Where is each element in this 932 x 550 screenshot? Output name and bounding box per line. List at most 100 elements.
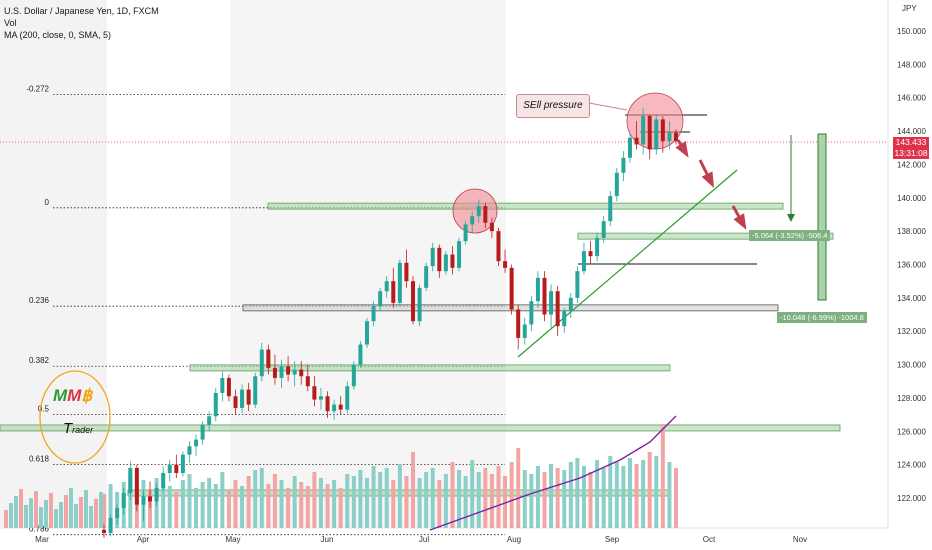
y-tick-label: 134.000: [897, 294, 926, 303]
candle-body: [128, 467, 133, 493]
x-tick-label: Nov: [793, 535, 807, 544]
volume-bar: [660, 424, 665, 528]
zone-4: [0, 424, 841, 432]
volume-bar: [535, 466, 540, 528]
fib-label-3: 0.382: [29, 356, 50, 365]
volume-bar: [49, 493, 53, 528]
volume-bar: [443, 474, 448, 528]
volume-bar: [588, 472, 593, 528]
ma-indicator-label[interactable]: MA (200, close, 0, SMA, 5): [4, 30, 112, 40]
volume-bar: [194, 488, 199, 528]
logo-trader: Trader: [63, 420, 93, 437]
volume-bar: [489, 474, 494, 528]
volume-bar: [634, 464, 639, 528]
volume-bar: [102, 494, 106, 528]
candle-body: [417, 287, 422, 322]
symbol-title[interactable]: U.S. Dollar / Japanese Yen, 1D, FXCM: [4, 6, 159, 16]
candle-body: [332, 404, 337, 412]
volume-bar: [286, 488, 291, 528]
candle-body: [371, 306, 376, 322]
candle-body: [595, 237, 600, 257]
volume-bar: [29, 498, 33, 528]
candle-body: [404, 262, 409, 282]
arrow-1-head: [675, 141, 689, 158]
volume-bar: [562, 470, 567, 528]
candle-body: [338, 404, 343, 410]
volume-bar: [4, 510, 8, 528]
candle-body: [562, 311, 567, 327]
candle-body: [207, 416, 212, 425]
volume-bar: [272, 474, 277, 528]
volume-bar: [549, 464, 554, 528]
y-tick-label: 136.000: [897, 261, 926, 270]
volume-bar: [207, 478, 212, 528]
candle-body: [292, 369, 297, 375]
candle-body: [187, 446, 192, 455]
candle-body: [568, 297, 573, 312]
volume-bar: [496, 466, 501, 528]
fib-label-4: 0.5: [38, 405, 50, 414]
candle-body: [601, 221, 606, 238]
y-tick-label: 132.000: [897, 327, 926, 336]
candle-body: [259, 349, 264, 377]
volume-label[interactable]: Vol: [4, 18, 17, 28]
volume-bar: [621, 466, 626, 528]
current-price: 143.433: [895, 137, 927, 147]
volume-bar: [246, 476, 251, 528]
volume-bar: [601, 468, 606, 528]
logo-mmb: MM฿: [53, 386, 92, 406]
volume-bar: [318, 478, 323, 528]
candle-body: [200, 424, 205, 440]
volume-bar: [397, 464, 402, 528]
volume-bar: [266, 484, 271, 528]
candle-body: [233, 396, 238, 408]
volume-bar: [54, 509, 58, 528]
candle-body: [634, 137, 639, 145]
candle-body: [272, 367, 277, 378]
candle-body: [549, 291, 554, 315]
volume-bar: [529, 474, 534, 528]
volume-bar: [89, 506, 93, 528]
candle-body: [667, 132, 672, 142]
target2-tag: -10.048 (-6.99%) -1004.8: [777, 312, 867, 323]
volume-bar: [503, 476, 508, 528]
candle-body: [364, 321, 369, 345]
y-tick-label: 150.000: [897, 27, 926, 36]
logo-b: ฿: [81, 386, 93, 405]
candle-body: [141, 496, 146, 505]
logo-ellipse: [39, 370, 111, 464]
candle-body: [174, 464, 179, 473]
volume-bar: [371, 466, 376, 528]
volume-bar: [351, 476, 356, 528]
candle-body: [358, 344, 363, 365]
candle-body: [489, 222, 494, 232]
candle-body: [391, 281, 396, 303]
volume-bar: [79, 497, 83, 528]
candle-body: [384, 281, 389, 292]
volume-bar: [128, 476, 133, 528]
candle-body: [529, 301, 534, 325]
y-tick-label: 146.000: [897, 94, 926, 103]
arrow-3-head: [733, 213, 747, 230]
candle-body: [286, 366, 291, 375]
logo-m1: M: [53, 386, 68, 405]
candle-body: [654, 119, 659, 150]
volume-bar: [522, 470, 527, 528]
volume-bar: [292, 476, 297, 528]
volume-bar: [614, 462, 619, 528]
candle-body: [424, 266, 429, 288]
candle-body: [253, 376, 258, 405]
volume-bar: [187, 474, 192, 528]
x-tick-label: Apr: [137, 535, 150, 544]
fib-label-2: 0.236: [29, 296, 50, 305]
candle-body: [325, 396, 330, 412]
bar-countdown: 13:31:08: [894, 148, 928, 158]
candle-body: [674, 132, 678, 142]
volume-bar: [391, 480, 396, 528]
volume-bar: [674, 468, 678, 528]
candle-body: [575, 271, 580, 298]
volume-bar: [575, 458, 580, 528]
candle-body: [167, 464, 172, 473]
y-tick-label: 126.000: [897, 427, 926, 436]
